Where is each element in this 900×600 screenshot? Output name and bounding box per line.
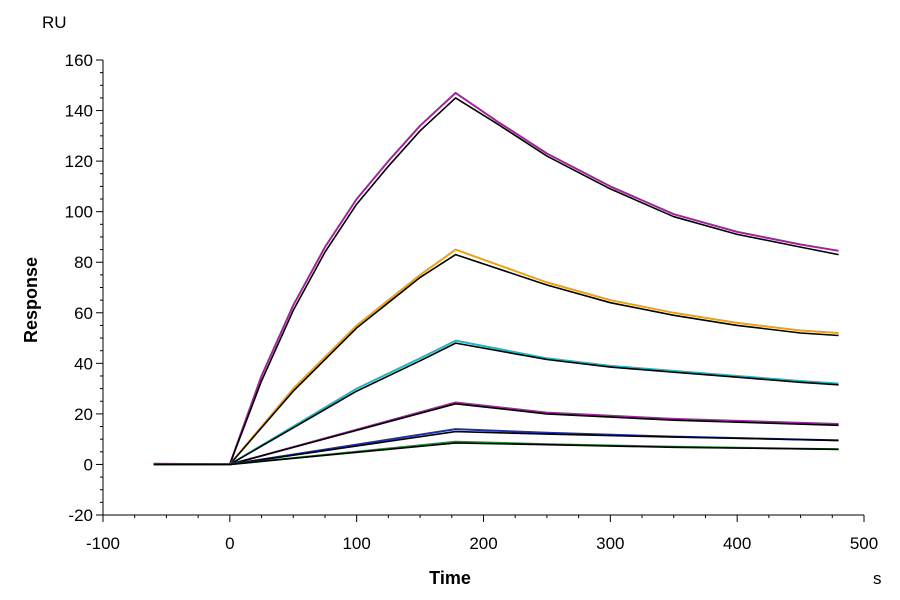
series-line-6	[153, 342, 839, 466]
series-layer	[153, 91, 839, 466]
y-tick-label: 40	[74, 354, 93, 373]
axes: -20 0 20 40 60 80 100 120 140 160 -100 0 100 200 300 40…	[65, 51, 879, 553]
series-line-11	[153, 440, 839, 466]
x-tick-label: -100	[86, 534, 120, 553]
series-line-4	[153, 253, 839, 466]
y-tick-label: 0	[84, 455, 93, 474]
x-tick-label: 0	[225, 534, 234, 553]
y-axis-title: Response	[21, 257, 41, 343]
y-tick-label: -20	[68, 506, 93, 525]
x-tick-label: 200	[469, 534, 497, 553]
x-tick-label: 400	[723, 534, 751, 553]
x-unit-label: s	[873, 569, 882, 588]
y-tick-label: 80	[74, 253, 93, 272]
y-tick-label: 120	[65, 152, 93, 171]
series-line-5	[153, 339, 839, 466]
series-line-3	[153, 248, 839, 466]
x-axis-title: Time	[429, 568, 471, 588]
y-tick-label: 20	[74, 405, 93, 424]
x-tick-label: 100	[342, 534, 370, 553]
y-unit-label: RU	[42, 13, 67, 32]
y-tick-label: 160	[65, 51, 93, 70]
series-line-2	[153, 97, 839, 466]
y-tick-label: 140	[65, 102, 93, 121]
series-line-12	[153, 442, 839, 466]
y-tick-label: 100	[65, 203, 93, 222]
series-line-1	[153, 91, 839, 466]
x-tick-label: 500	[850, 534, 878, 553]
x-tick-label: 300	[596, 534, 624, 553]
y-tick-label: 60	[74, 304, 93, 323]
